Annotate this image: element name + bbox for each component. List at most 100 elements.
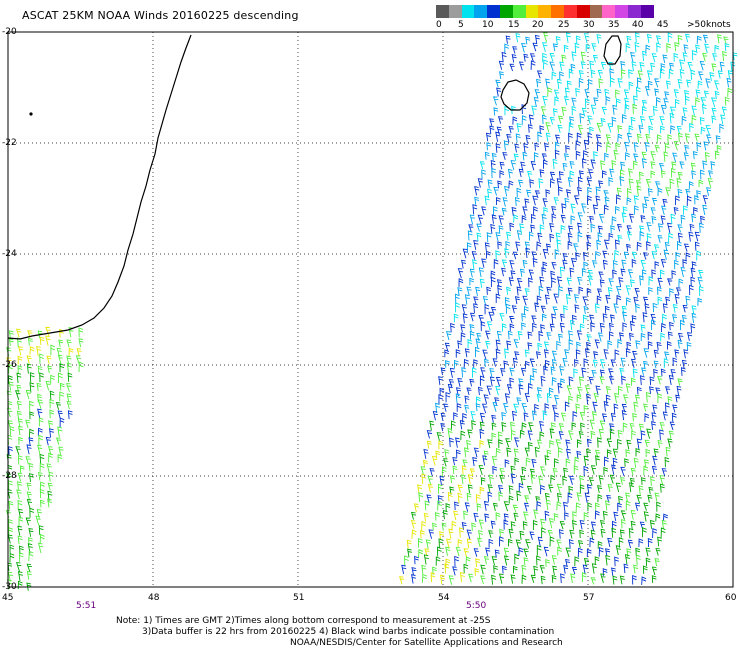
wind-barb xyxy=(675,287,682,295)
wind-barb xyxy=(611,527,617,538)
wind-barb xyxy=(554,249,560,260)
wind-barb xyxy=(466,439,472,451)
wind-barb xyxy=(581,268,587,277)
wind-barb xyxy=(625,285,631,296)
wind-barb xyxy=(575,349,581,360)
wind-barb xyxy=(484,151,490,160)
wind-barb xyxy=(425,539,431,549)
wind-barb xyxy=(578,77,584,88)
wind-barb xyxy=(682,259,688,268)
wind-barb xyxy=(464,502,470,512)
wind-barb xyxy=(557,546,562,556)
wind-barb xyxy=(536,393,542,403)
wind-barb xyxy=(655,181,661,189)
wind-barb xyxy=(631,430,636,440)
wind-barb xyxy=(499,161,505,170)
wind-barb xyxy=(494,549,500,558)
wind-barb xyxy=(449,486,455,495)
wind-barb xyxy=(478,530,483,540)
wind-barb xyxy=(652,105,658,116)
wind-barb xyxy=(495,447,501,457)
wind-barb xyxy=(39,481,45,491)
wind-barb xyxy=(596,122,603,133)
wind-barb xyxy=(523,511,529,521)
wind-barb xyxy=(8,375,13,384)
wind-barb xyxy=(602,510,608,520)
wind-barb xyxy=(657,296,663,305)
wind-barb xyxy=(521,422,527,431)
wind-barb xyxy=(28,537,33,545)
wind-barb xyxy=(16,384,22,393)
wind-barb xyxy=(436,432,442,441)
wind-barb xyxy=(626,197,632,206)
wind-barb xyxy=(671,270,677,279)
wind-barb xyxy=(438,440,444,450)
wind-barb xyxy=(631,251,638,260)
wind-barb xyxy=(39,499,45,508)
wind-barb xyxy=(471,420,477,430)
wind-barb xyxy=(524,349,530,358)
wind-barb xyxy=(497,485,504,495)
wind-barb xyxy=(563,44,569,53)
wind-barb xyxy=(59,363,65,373)
map-title: ASCAT 25KM NOAA Winds 20160225 descendin… xyxy=(22,9,299,22)
wind-barb xyxy=(611,160,617,170)
wind-barb xyxy=(711,107,717,116)
wind-barb xyxy=(599,376,605,385)
wind-barb xyxy=(536,70,543,79)
wind-barb xyxy=(424,548,430,557)
wind-barb xyxy=(640,430,646,440)
wind-barb xyxy=(455,437,461,448)
wind-barb xyxy=(569,319,576,331)
wind-barb xyxy=(624,141,630,152)
wind-barb xyxy=(603,349,609,360)
wind-barb xyxy=(687,332,693,341)
wind-barb xyxy=(455,393,461,403)
wind-barb xyxy=(689,123,694,133)
wind-barb xyxy=(523,502,530,512)
legend-swatch xyxy=(602,5,616,18)
wind-barb xyxy=(560,214,566,223)
wind-barb xyxy=(586,234,592,243)
wind-barb xyxy=(399,576,405,585)
wind-barb xyxy=(7,400,13,409)
wind-barb xyxy=(625,383,631,394)
wind-barb xyxy=(440,367,446,376)
wind-barb xyxy=(630,509,636,520)
wind-barb xyxy=(556,493,563,502)
wind-barb xyxy=(575,140,581,151)
wind-barb xyxy=(680,267,686,278)
wind-barb xyxy=(592,401,598,412)
wind-barb xyxy=(461,465,467,475)
wind-barb xyxy=(529,375,535,386)
legend-swatch xyxy=(525,5,539,18)
wind-barb xyxy=(464,404,470,413)
wind-barb xyxy=(558,333,563,342)
wind-barb xyxy=(462,459,468,468)
wind-barb xyxy=(715,135,721,143)
wind-barb xyxy=(510,473,516,484)
wind-barb xyxy=(502,197,508,207)
wind-barb xyxy=(659,269,665,279)
wind-barb xyxy=(551,213,557,223)
wind-barb xyxy=(589,314,595,324)
wind-barb xyxy=(605,134,611,143)
wind-barb xyxy=(475,396,481,405)
wind-barb xyxy=(661,468,667,477)
wind-barb xyxy=(601,413,608,423)
wind-barb xyxy=(724,96,730,106)
wind-barb xyxy=(694,133,700,142)
wind-barb xyxy=(27,337,33,346)
wind-barb xyxy=(632,368,638,378)
wind-barb xyxy=(490,306,497,315)
wind-barb xyxy=(632,103,638,115)
wind-barb xyxy=(671,167,676,178)
wind-barb xyxy=(524,288,530,296)
wind-barb xyxy=(556,483,563,494)
wind-barb xyxy=(666,341,672,350)
wind-barb xyxy=(490,159,496,171)
wind-barb xyxy=(17,580,23,590)
wind-barb xyxy=(638,125,644,134)
wind-barb xyxy=(597,225,603,234)
wind-barb xyxy=(603,204,609,215)
